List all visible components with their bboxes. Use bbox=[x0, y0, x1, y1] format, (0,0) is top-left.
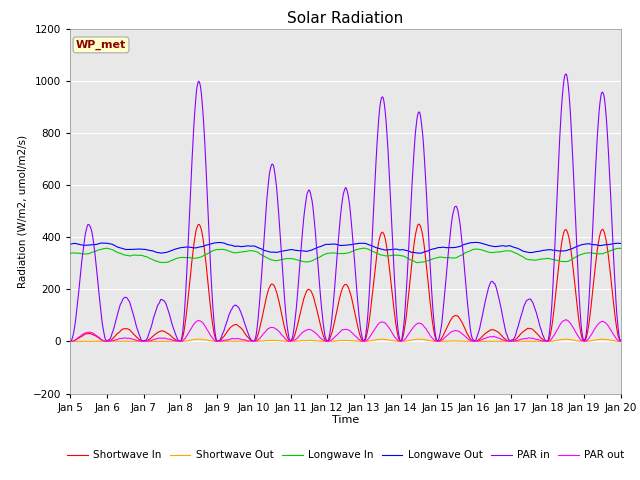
Longwave In bbox=[413, 260, 421, 265]
Shortwave Out bbox=[617, 338, 625, 344]
PAR out bbox=[220, 337, 228, 343]
Shortwave Out bbox=[409, 337, 417, 343]
PAR in bbox=[565, 89, 573, 95]
Longwave Out bbox=[417, 251, 424, 256]
Longwave Out bbox=[184, 244, 192, 250]
Shortwave Out bbox=[220, 338, 228, 344]
PAR out bbox=[67, 338, 74, 344]
Shortwave Out bbox=[184, 338, 192, 344]
X-axis label: Time: Time bbox=[332, 415, 359, 425]
Line: PAR in: PAR in bbox=[70, 74, 621, 341]
Shortwave In bbox=[67, 338, 74, 344]
Line: Shortwave In: Shortwave In bbox=[70, 224, 621, 341]
Longwave In bbox=[617, 245, 625, 251]
Y-axis label: Radiation (W/m2, umol/m2/s): Radiation (W/m2, umol/m2/s) bbox=[17, 134, 28, 288]
Shortwave Out bbox=[565, 336, 573, 342]
Shortwave Out bbox=[67, 338, 74, 344]
PAR in bbox=[250, 338, 257, 344]
PAR in bbox=[617, 337, 625, 343]
Longwave Out bbox=[409, 250, 417, 255]
Longwave Out bbox=[67, 241, 74, 247]
Legend: Shortwave In, Shortwave Out, Longwave In, Longwave Out, PAR in, PAR out: Shortwave In, Shortwave Out, Longwave In… bbox=[63, 446, 628, 465]
Longwave Out bbox=[220, 240, 228, 246]
Longwave In bbox=[67, 251, 74, 256]
PAR in bbox=[617, 337, 625, 343]
Longwave Out bbox=[565, 247, 573, 252]
PAR out bbox=[617, 338, 625, 344]
PAR out bbox=[562, 317, 570, 323]
Shortwave In bbox=[177, 338, 184, 344]
Line: Longwave In: Longwave In bbox=[70, 248, 621, 263]
Longwave In bbox=[565, 258, 573, 264]
Line: Longwave Out: Longwave Out bbox=[70, 242, 621, 253]
PAR in bbox=[220, 327, 228, 333]
Shortwave In bbox=[617, 338, 625, 344]
Shortwave Out bbox=[399, 338, 407, 344]
PAR in bbox=[409, 165, 417, 171]
Text: WP_met: WP_met bbox=[76, 40, 126, 50]
Line: Shortwave Out: Shortwave Out bbox=[70, 339, 621, 341]
Longwave In bbox=[399, 253, 407, 259]
PAR out bbox=[409, 325, 417, 331]
Shortwave Out bbox=[196, 336, 204, 342]
PAR out bbox=[617, 338, 625, 344]
Longwave Out bbox=[617, 240, 625, 246]
Longwave In bbox=[220, 247, 228, 252]
Shortwave In bbox=[399, 332, 407, 338]
Longwave In bbox=[409, 258, 417, 264]
Shortwave In bbox=[184, 292, 192, 298]
Longwave Out bbox=[473, 240, 481, 245]
Longwave In bbox=[184, 255, 192, 261]
Title: Solar Radiation: Solar Radiation bbox=[287, 11, 404, 26]
Shortwave In bbox=[415, 221, 422, 227]
Line: PAR out: PAR out bbox=[70, 320, 621, 341]
PAR in bbox=[67, 338, 74, 344]
PAR out bbox=[184, 330, 192, 336]
Shortwave In bbox=[617, 338, 625, 344]
Longwave In bbox=[360, 245, 367, 251]
Shortwave In bbox=[409, 250, 417, 256]
Shortwave In bbox=[220, 333, 228, 339]
Longwave Out bbox=[617, 240, 625, 246]
PAR in bbox=[562, 71, 570, 77]
Longwave In bbox=[617, 245, 625, 251]
PAR out bbox=[565, 319, 573, 324]
Shortwave In bbox=[565, 234, 573, 240]
Longwave Out bbox=[399, 247, 407, 252]
PAR in bbox=[399, 326, 407, 332]
PAR out bbox=[399, 337, 407, 343]
Shortwave Out bbox=[617, 338, 625, 344]
PAR out bbox=[140, 338, 148, 344]
PAR in bbox=[184, 238, 192, 243]
Shortwave Out bbox=[248, 338, 256, 344]
